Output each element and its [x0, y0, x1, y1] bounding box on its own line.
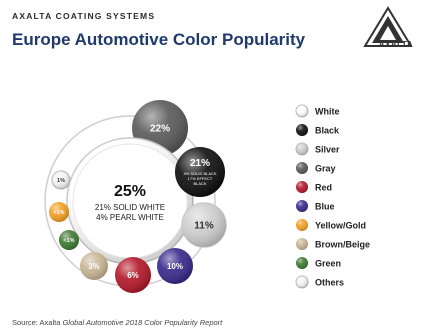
bubble-sheen-others — [52, 171, 70, 189]
data-label-others: 1% — [57, 178, 65, 184]
legend-label-black: Black — [315, 126, 340, 136]
legend-label-red: Red — [315, 183, 332, 193]
data-label-gray: 22% — [150, 124, 170, 135]
bubble-sheen-blue — [157, 248, 193, 284]
data-sublabel-black: 4% SOLID BLACK — [183, 171, 216, 176]
legend-label-green: Green — [315, 259, 341, 269]
legend-label-white: White — [315, 107, 340, 117]
logo-wordmark: AXALTA — [378, 40, 413, 49]
data-label-red: 6% — [127, 271, 139, 280]
legend-label-yellow-gold: Yellow/Gold — [315, 221, 366, 231]
bubble-sheen-red — [115, 257, 151, 293]
data-sublabel-black: BLACK — [193, 181, 206, 186]
chart-title: Europe Automotive Color Popularity — [12, 30, 306, 49]
bubble-sheen-black — [175, 147, 225, 197]
data-label-white: 25% — [114, 183, 146, 200]
data-sublabel-black: 17% EFFECT — [188, 176, 213, 181]
data-label-green: <1% — [63, 238, 74, 244]
data-label-brown-beige: 3% — [88, 262, 100, 271]
legend-label-others: Others — [315, 278, 344, 288]
data-label-blue: 10% — [167, 262, 183, 271]
legend-label-silver: Silver — [315, 145, 340, 155]
bubble-sheen-silver — [182, 203, 226, 247]
legend-label-gray: Gray — [315, 164, 336, 174]
source-note: Source: Axalta Global Automotive 2018 Co… — [12, 318, 223, 327]
axalta-logo-icon — [363, 6, 413, 47]
bubble-sheen-brown-beige — [80, 252, 108, 280]
legend-label-blue: Blue — [315, 202, 335, 212]
data-label-silver: 11% — [194, 221, 214, 232]
data-sublabel-white: 21% SOLID WHITE — [95, 203, 165, 212]
data-label-yellow-gold: <1% — [53, 210, 64, 216]
legend-label-brown-beige: Brown/Beige — [315, 240, 370, 250]
bubble-sheen-green — [59, 230, 79, 250]
data-label-black: 21% — [190, 158, 210, 169]
bubble-sheen-yellow-gold — [49, 202, 69, 222]
brand-name: AXALTA COATING SYSTEMS — [12, 11, 156, 21]
data-sublabel-white: 4% PEARL WHITE — [96, 213, 164, 222]
